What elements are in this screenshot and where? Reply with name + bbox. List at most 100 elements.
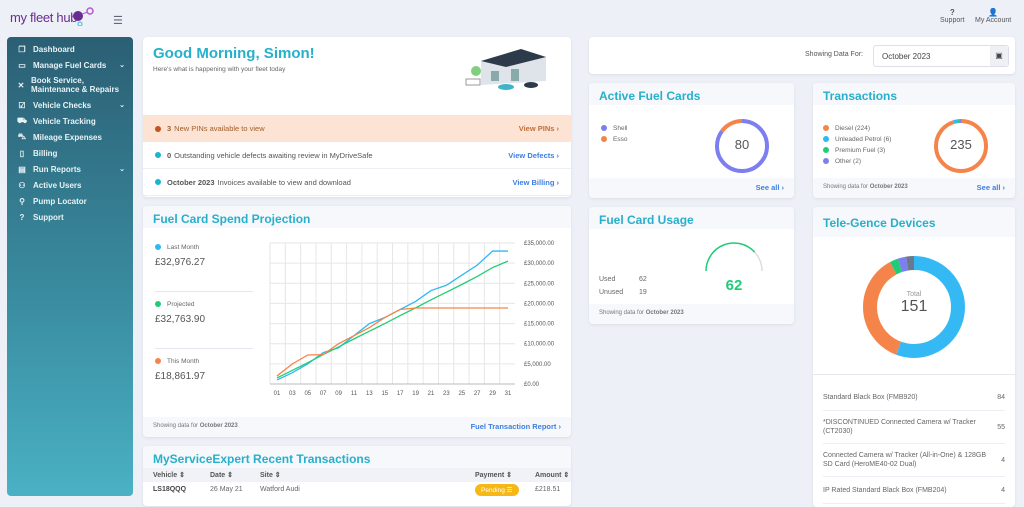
transactions-donut	[934, 119, 988, 173]
cell-date: 26 May 21	[210, 486, 243, 493]
legend-dot-icon	[601, 125, 607, 132]
sidebar-item-pump-locator[interactable]: ⚲ Pump Locator	[7, 193, 133, 209]
status-dot-icon	[155, 179, 161, 185]
device-row: Standard Black Box (FMB920) 84	[823, 384, 1005, 411]
x-tick-label: 05	[304, 391, 311, 397]
fuel-cards-total: 80	[734, 137, 750, 152]
column-vehicle[interactable]: Vehicle ⇕	[153, 472, 185, 479]
device-segment	[863, 256, 965, 358]
chevron-down-icon: ⌄	[119, 166, 125, 173]
legend-dot-icon	[155, 301, 161, 308]
device-row: *DISCONTINUED Connected Camera w/ Tracke…	[823, 411, 1005, 444]
y-tick-label: £35,000.00	[524, 241, 555, 247]
x-tick-label: 23	[443, 391, 450, 397]
x-tick-label: 03	[289, 391, 296, 397]
alert-badge-icon	[155, 125, 161, 132]
legend-dot-icon	[601, 136, 607, 143]
column-site[interactable]: Site ⇕	[260, 472, 281, 479]
see-all-link[interactable]: See all ›	[755, 183, 784, 192]
table-row[interactable]: LS18QQQ 26 May 21 Watford Audi Pending ☰…	[143, 484, 571, 498]
sidebar-item-vehicle-tracking[interactable]: ⛟ Vehicle Tracking	[17, 116, 96, 126]
legend-dot-icon	[155, 244, 161, 251]
calendar-check-icon: ☑	[18, 100, 26, 110]
copy-icon: ❐	[18, 44, 26, 54]
card-footer: Showing data for October 2023 Fuel Trans…	[143, 417, 571, 437]
recent-transactions-card: MyServiceExpert Recent Transactions Vehi…	[143, 446, 571, 506]
logo-hub-icon	[73, 7, 94, 26]
sidebar-item-mileage-expenses[interactable]: ⛍ Mileage Expenses	[17, 132, 102, 142]
legend-dot-icon	[823, 158, 829, 165]
transactions-total: 235	[950, 137, 972, 152]
sidebar-item-vehicle-checks[interactable]: ☑ Vehicle Checks ⌄	[18, 100, 125, 110]
cell-vehicle: LS18QQQ	[153, 486, 187, 493]
y-tick-label: £15,000.00	[524, 322, 555, 328]
card-icon: ▭	[18, 60, 26, 70]
alert-link[interactable]: View Billing ›	[512, 177, 559, 187]
sidebar-item-active-users[interactable]: ⚇ Active Users	[18, 180, 82, 190]
tools-icon: ✕	[17, 80, 25, 90]
legend-item: Esso	[601, 136, 627, 143]
y-tick-label: £30,000.00	[524, 261, 555, 267]
column-payment[interactable]: Payment ⇕	[475, 472, 512, 479]
welcome-subtitle: Here's what is happening with your fleet…	[153, 66, 286, 73]
users-icon: ⚇	[18, 180, 26, 190]
card-footer: See all ›	[589, 178, 794, 198]
card-title: Transactions	[813, 83, 1015, 105]
legend-item: Unleaded Petrol (6)	[823, 136, 891, 143]
column-amount[interactable]: Amount ⇕	[535, 472, 570, 479]
card-footer: Showing data for October 2023 See all ›	[813, 178, 1015, 198]
sidebar-item-run-reports[interactable]: ▤ Run Reports ⌄	[18, 164, 125, 174]
chevron-down-icon: ⌄	[119, 62, 125, 69]
fuel-cards-donut	[715, 119, 769, 173]
see-all-link[interactable]: See all ›	[976, 183, 1005, 192]
spend-stat: Last Month £32,976.27	[155, 244, 253, 292]
sidebar-item-book-service-maintenance-repairs[interactable]: ✕ Book Service, Maintenance & Repairs	[17, 76, 120, 94]
y-tick-label: £5,000.00	[524, 362, 551, 368]
my-account-link[interactable]: 👤 My Account	[975, 8, 1012, 24]
alert-link[interactable]: View Defects ›	[508, 150, 559, 160]
usage-value: 62	[725, 277, 743, 294]
gauge-used-arc	[705, 242, 756, 272]
tele-gence-devices-card: Tele-Gence Devices Total 151 Standard Bl…	[813, 207, 1015, 507]
card-footer: Showing data for October 2023	[589, 304, 794, 324]
support-link[interactable]: ? Support	[940, 8, 965, 24]
legend-item: Premium Fuel (3)	[823, 147, 891, 154]
column-date[interactable]: Date ⇕	[210, 472, 233, 479]
x-tick-label: 27	[474, 391, 481, 397]
status-dot-icon	[155, 152, 161, 158]
fuel-card-segment	[715, 119, 769, 173]
legend-dot-icon	[823, 125, 829, 132]
y-tick-label: £25,000.00	[524, 281, 555, 287]
payment-status-badge[interactable]: Pending ☰	[475, 484, 519, 496]
legend-dot-icon	[823, 136, 829, 143]
x-tick-label: 29	[489, 391, 496, 397]
report-icon: ▤	[18, 164, 26, 174]
legend-dot-icon	[823, 147, 829, 154]
x-tick-label: 25	[458, 391, 465, 397]
alert-row: 3 New PINs available to view View PINs ›	[143, 115, 571, 142]
fuel-transaction-report-link[interactable]: Fuel Transaction Report ›	[470, 422, 561, 431]
transaction-segment	[934, 119, 988, 173]
x-tick-label: 15	[381, 391, 388, 397]
sidebar-item-dashboard[interactable]: ❐ Dashboard	[18, 44, 75, 54]
question-icon: ?	[949, 8, 955, 17]
date-filter-input[interactable]: October 2023 ▣	[873, 45, 1009, 67]
welcome-card: Good Morning, Simon! Here's what is happ…	[143, 37, 571, 197]
sidebar-item-support[interactable]: ? Support	[7, 209, 133, 225]
card-title: Active Fuel Cards	[589, 83, 794, 105]
x-tick-label: 09	[335, 391, 342, 397]
fleet-depot-illustration	[465, 49, 546, 90]
date-filter-bar: Showing Data For: October 2023 ▣	[589, 37, 1015, 74]
spend-stat: This Month £18,861.97	[155, 358, 206, 382]
menu-toggle-icon[interactable]: ☰	[113, 15, 123, 27]
legend-item: Shell	[601, 125, 627, 132]
logo[interactable]: my fleet hub	[10, 7, 94, 26]
sidebar-item-billing[interactable]: ▯ Billing	[7, 145, 133, 161]
card-title: Fuel Card Spend Projection	[143, 206, 571, 228]
calendar-icon[interactable]: ▣	[990, 46, 1008, 66]
devices-total: Total 151	[900, 291, 928, 315]
sidebar-item-manage-fuel-cards[interactable]: ▭ Manage Fuel Cards ⌄	[18, 60, 125, 70]
table-header: Vehicle ⇕ Date ⇕ Site ⇕ Payment ⇕ Amount…	[143, 468, 571, 482]
active-fuel-cards-card: Active Fuel Cards Shell Esso 80 See all ›	[589, 83, 794, 198]
alert-link[interactable]: View PINs ›	[518, 124, 559, 133]
